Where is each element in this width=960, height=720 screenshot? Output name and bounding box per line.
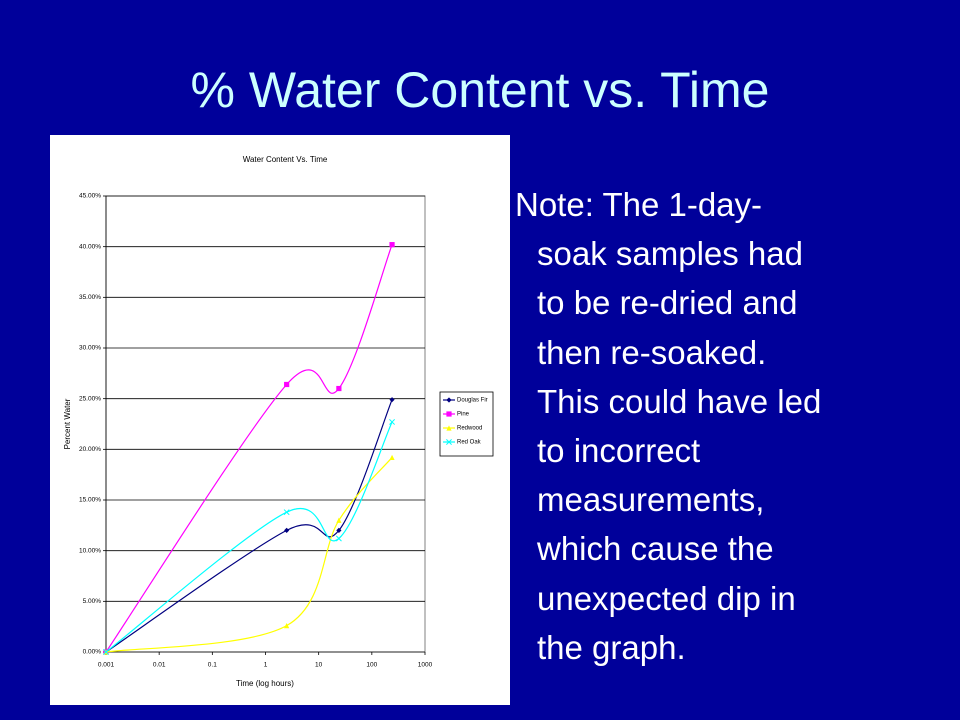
marker	[446, 425, 452, 431]
y-tick-label: 0.00%	[83, 649, 102, 656]
marker	[389, 242, 395, 248]
marker	[389, 397, 395, 403]
note-line: Note: The 1-day-	[515, 186, 763, 223]
legend-label: Red Oak	[457, 440, 482, 446]
marker	[284, 623, 290, 629]
series-line	[105, 244, 393, 653]
x-tick-label: 1	[264, 662, 268, 669]
x-tick-label: 1000	[418, 662, 433, 669]
note-line: which cause the	[537, 530, 774, 568]
marker	[283, 509, 290, 516]
y-tick-label: 30.00%	[79, 345, 101, 352]
x-tick-label: 100	[366, 662, 377, 669]
marker	[103, 649, 109, 655]
note: Note: The 1-day-soak samples had to be re…	[515, 180, 821, 672]
note-line: to be re-dried and	[537, 284, 798, 322]
y-tick-label: 20.00%	[79, 446, 101, 453]
x-tick-label: 10	[315, 662, 323, 669]
y-tick-label: 40.00%	[79, 243, 101, 250]
marker	[336, 385, 342, 392]
note-line: This could have led	[537, 382, 822, 420]
series-line	[105, 399, 393, 653]
legend-label: Redwood	[457, 426, 482, 432]
note-line: unexpected dip in	[537, 579, 796, 617]
y-tick-label: 25.00%	[79, 395, 101, 402]
note-line: then re-soaked.	[537, 333, 767, 371]
note-line: measurements,	[537, 481, 765, 519]
x-tick-label: 0.1	[208, 662, 217, 669]
y-tick-label: 35.00%	[79, 294, 101, 301]
marker	[389, 454, 395, 461]
marker	[446, 439, 452, 445]
x-tick-label: 0.001	[98, 662, 115, 669]
note-line: soak samples had	[537, 235, 803, 273]
legend-label: Douglas Fir	[457, 398, 488, 404]
marker	[284, 527, 290, 533]
y-axis-label: Percent Water	[63, 398, 72, 449]
marker	[446, 411, 452, 417]
chart: Water Content Vs. Time Time (log hours) …	[50, 135, 510, 705]
y-tick-label: 45.00%	[79, 193, 101, 200]
marker	[336, 517, 342, 523]
legend-label: Pine	[457, 412, 470, 418]
x-tick-label: 0.01	[153, 662, 166, 669]
series-line	[105, 421, 393, 653]
slide-title: % Water Content vs. Time	[190, 62, 770, 118]
note-line: to incorrect	[537, 432, 701, 470]
y-tick-label: 15.00%	[79, 497, 101, 504]
legend	[439, 391, 494, 457]
chart-background	[50, 135, 510, 705]
marker	[389, 419, 396, 425]
chart-title: Water Content Vs. Time	[243, 155, 328, 164]
marker	[336, 527, 342, 533]
y-tick-label: 5.00%	[83, 598, 102, 605]
y-tick-label: 10.00%	[79, 547, 101, 554]
series-line	[105, 457, 393, 653]
marker	[335, 535, 342, 542]
x-axis-label: Time (log hours)	[236, 679, 294, 688]
note-line: the graph.	[537, 628, 686, 666]
marker	[446, 397, 452, 403]
marker	[284, 381, 290, 388]
